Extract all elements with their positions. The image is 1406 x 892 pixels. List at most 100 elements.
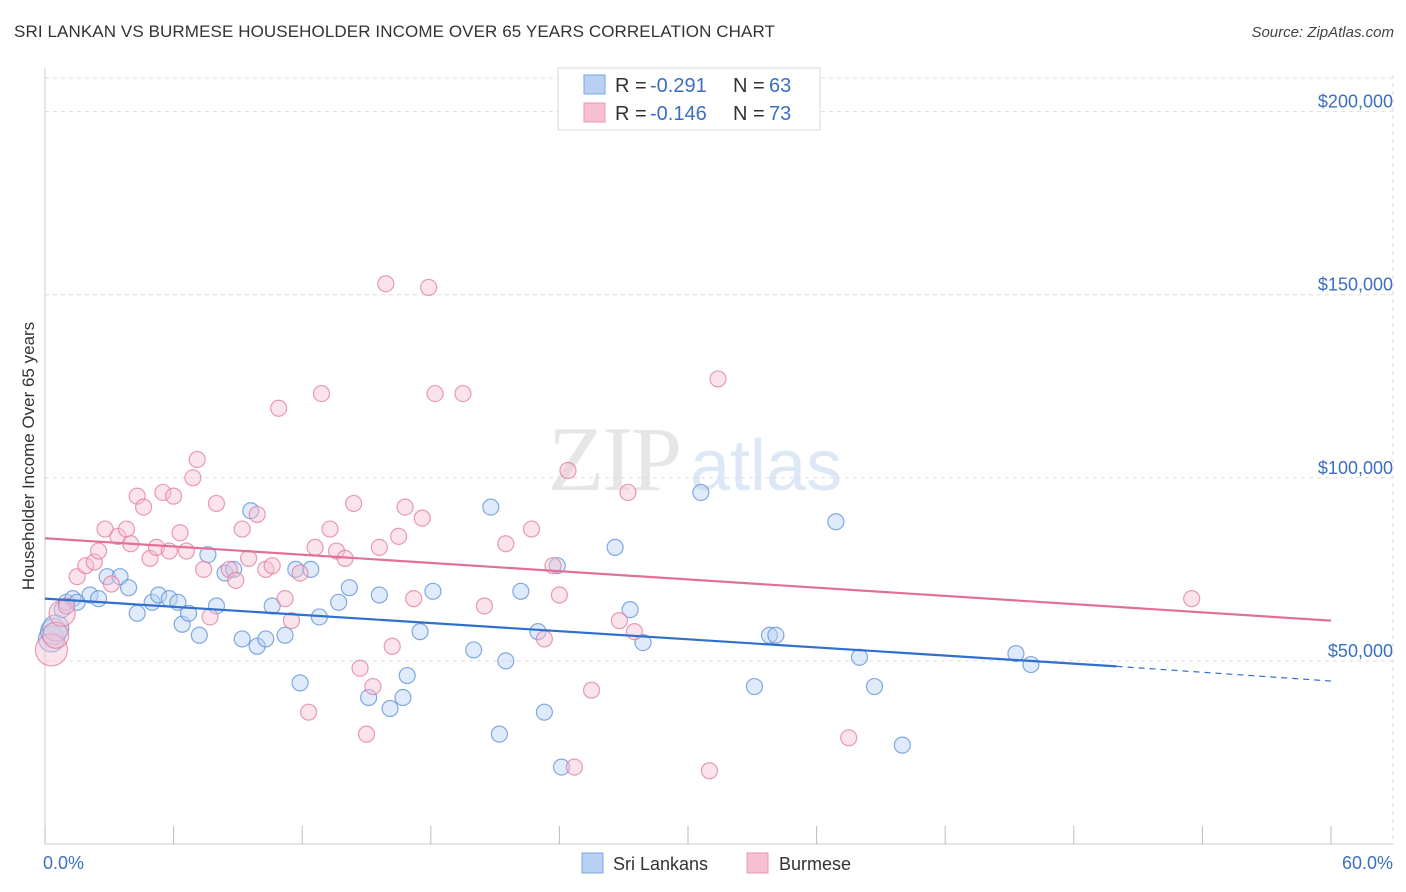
point-sri-lankans	[760, 626, 779, 644]
point-burmese	[522, 520, 541, 538]
point-burmese	[154, 483, 172, 502]
point-burmese	[201, 608, 219, 626]
chart-title: SRI LANKAN VS BURMESE HOUSEHOLDER INCOME…	[14, 22, 776, 41]
svg-text:ZIP: ZIP	[548, 408, 680, 510]
legend-r-value-1: -0.291	[650, 75, 707, 97]
point-sri-lankans	[89, 590, 108, 608]
point-burmese	[171, 524, 189, 542]
point-sri-lankans	[692, 483, 710, 502]
legend-n-label-2: N =	[733, 103, 765, 125]
point-burmese	[57, 597, 76, 615]
point-sri-lankans	[482, 498, 500, 516]
point-sri-lankans	[381, 699, 399, 718]
point-burmese	[276, 590, 294, 608]
point-sri-lankans	[535, 703, 553, 721]
point-sri-lankans	[149, 586, 168, 604]
x-tick-label-min: 0.0%	[43, 853, 84, 873]
point-sri-lankans	[81, 586, 99, 604]
point-burmese	[282, 612, 301, 630]
point-burmese	[454, 384, 472, 403]
point-sri-lankans	[190, 626, 208, 644]
axes	[44, 68, 1393, 845]
x-tick-label-max: 60.0%	[1342, 853, 1393, 873]
legend-bottom-label-sri-lankans: Sri Lankans	[613, 854, 708, 874]
point-burmese	[270, 399, 288, 417]
legend-bottom-swatch-sri-lankans	[581, 852, 604, 874]
legend-bottom-swatch-burmese	[746, 852, 769, 874]
point-burmese	[351, 659, 369, 677]
point-burmese	[426, 384, 444, 403]
point-sri-lankans	[291, 674, 309, 692]
point-burmese	[709, 370, 727, 388]
y-tick-label: $100,000	[1318, 458, 1393, 478]
point-burmese	[405, 590, 423, 608]
point-burmese	[550, 586, 569, 604]
y-tick-label: $150,000	[1318, 275, 1393, 295]
point-burmese	[188, 450, 206, 469]
point-burmese	[233, 520, 251, 538]
legend-bottom-label-burmese: Burmese	[779, 854, 851, 874]
point-burmese	[96, 520, 114, 538]
legend-top: R = -0.291 N = 63 R = -0.146 N = 73	[557, 67, 821, 131]
point-burmese	[619, 483, 637, 502]
point-burmese	[475, 597, 493, 615]
point-burmese	[364, 677, 382, 696]
point-burmese	[89, 542, 108, 560]
point-burmese	[134, 498, 153, 516]
point-sri-lankans	[370, 586, 388, 604]
point-burmese	[300, 703, 318, 721]
point-burmese	[85, 553, 103, 571]
point-sri-lankans	[512, 582, 530, 600]
point-burmese	[220, 560, 238, 578]
point-sri-lankans	[119, 579, 138, 597]
point-burmese	[248, 505, 266, 524]
point-sri-lankans	[128, 604, 146, 622]
point-sri-lankans	[173, 615, 191, 633]
legend-bottom: Sri Lankans Burmese	[581, 852, 851, 874]
point-burmese	[582, 681, 601, 699]
legend-r-value-2: -0.146	[650, 103, 707, 125]
point-sri-lankans	[1007, 644, 1025, 663]
y-axis-title: Householder Income Over 65 years	[19, 322, 38, 590]
legend-r-label-2: R =	[615, 103, 647, 125]
point-burmese	[377, 275, 395, 293]
point-burmese	[77, 557, 95, 575]
chart-source: Source: ZipAtlas.com	[1251, 24, 1394, 41]
point-sri-lankans	[225, 560, 243, 578]
point-sri-lankans	[745, 677, 764, 696]
point-burmese	[413, 509, 431, 527]
point-burmese	[117, 520, 136, 538]
point-burmese	[1183, 590, 1201, 608]
point-burmese	[42, 621, 70, 649]
point-sri-lankans	[606, 538, 624, 556]
trend-lines	[44, 537, 1332, 682]
point-burmese	[321, 520, 339, 538]
point-sri-lankans	[257, 630, 275, 648]
svg-text:atlas: atlas	[690, 426, 842, 506]
point-burmese	[147, 538, 166, 556]
point-sri-lankans	[490, 725, 508, 743]
point-sri-lankans	[767, 626, 785, 644]
point-burmese	[306, 538, 324, 556]
point-sri-lankans	[552, 758, 571, 776]
point-burmese	[102, 575, 121, 593]
point-sri-lankans	[360, 688, 378, 707]
point-burmese	[390, 527, 408, 546]
legend-r-label-1: R =	[615, 75, 647, 97]
point-burmese	[141, 549, 159, 567]
point-sri-lankans	[865, 677, 884, 696]
point-burmese	[207, 494, 226, 513]
point-burmese	[177, 542, 196, 560]
y-tick-label: $50,000	[1328, 641, 1393, 661]
point-burmese	[128, 487, 146, 505]
point-burmese	[535, 630, 553, 648]
point-burmese	[357, 725, 376, 743]
point-burmese	[559, 461, 577, 480]
point-sri-lankans	[276, 626, 294, 644]
axis-labels: $50,000 $100,000 $150,000 $200,000 0.0% 60.0%	[43, 92, 1393, 873]
point-burmese	[840, 729, 858, 747]
point-sri-lankans	[233, 630, 251, 648]
point-sri-lankans	[330, 593, 348, 611]
point-burmese	[565, 758, 584, 776]
